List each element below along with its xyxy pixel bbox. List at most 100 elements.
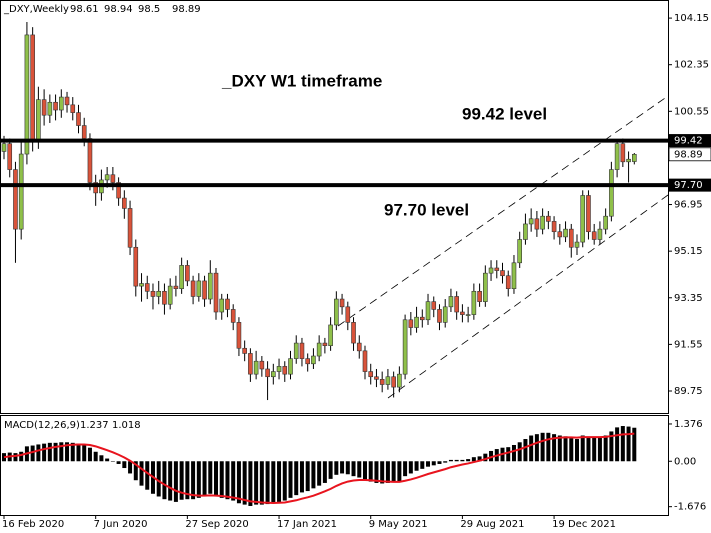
candle-body — [76, 112, 81, 126]
candle-body — [236, 322, 242, 349]
y-tick-label: 104.15 — [674, 13, 709, 24]
macd-bar — [202, 461, 207, 496]
channel-upper — [337, 95, 669, 327]
macd-bar — [179, 461, 184, 500]
macd-bar — [99, 455, 104, 462]
candle-body — [408, 319, 414, 328]
macd-bar — [231, 461, 236, 501]
x-tick-label: 19 Dec 2021 — [552, 519, 616, 530]
y-tick-label: 102.35 — [674, 60, 709, 71]
candle-body — [597, 228, 603, 240]
macd-bar — [225, 461, 230, 500]
macd-bar — [385, 461, 390, 483]
macd-bar — [569, 438, 574, 462]
candle-body — [568, 228, 574, 248]
macd-bar — [59, 442, 64, 462]
candle-body — [190, 280, 196, 297]
y-tick-label: 89.75 — [674, 386, 703, 397]
candle-body — [477, 290, 482, 302]
header-low: 98.5 — [138, 4, 160, 15]
macd-bar — [70, 442, 75, 462]
candle-body — [104, 174, 110, 181]
level-label: 99.42 — [674, 136, 703, 147]
candle-body — [144, 283, 150, 292]
candle-body — [528, 218, 534, 225]
macd-bar — [105, 458, 110, 462]
macd-bar — [93, 451, 98, 462]
macd-bar — [586, 436, 591, 462]
macd-bar — [87, 447, 92, 462]
macd-bar — [185, 461, 190, 500]
macd-bar — [242, 461, 247, 505]
candle-body — [81, 125, 87, 139]
macd-bar — [345, 461, 350, 475]
macd-bar — [19, 451, 24, 462]
macd-bar — [580, 435, 585, 462]
candle-body — [356, 342, 362, 352]
candle-body — [517, 239, 523, 264]
candle-body — [379, 379, 385, 385]
candle-body — [64, 96, 70, 106]
macd-value: 1.237 — [80, 420, 109, 431]
macd-bar — [191, 461, 196, 500]
candle-body — [511, 262, 517, 290]
level-text: 99.42 level — [462, 104, 547, 123]
candle-body — [620, 143, 626, 163]
candle-body — [242, 347, 247, 354]
candle-body — [500, 270, 505, 277]
macd-bar — [609, 431, 614, 462]
candle-body — [551, 221, 557, 233]
macd-bar — [426, 461, 431, 467]
macd-bar — [557, 435, 562, 462]
candle-body — [339, 298, 345, 308]
macd-bar — [110, 461, 115, 462]
candle-body — [431, 301, 437, 310]
macd-bar — [36, 444, 41, 462]
price-panel — [0, 0, 669, 414]
level-label: 97.70 — [674, 180, 703, 191]
candle-body — [614, 143, 620, 170]
candle-body — [110, 174, 116, 183]
candle-body — [139, 283, 144, 287]
macd-bar — [408, 461, 413, 474]
annotation: _DXY W1 timeframe — [221, 71, 382, 90]
candle-body — [288, 358, 293, 375]
candle-body — [419, 316, 425, 321]
candle-body — [185, 265, 190, 282]
candle-body — [30, 34, 35, 142]
signal-value: 1.018 — [112, 420, 141, 431]
candle-body — [150, 290, 156, 297]
macd-bar — [615, 427, 620, 462]
macd-bar — [391, 461, 396, 483]
candle-body — [591, 231, 597, 240]
x-tick-label: 17 Jan 2021 — [277, 519, 337, 530]
candle-body — [425, 301, 431, 321]
candle-body — [47, 101, 53, 116]
macd-panel — [0, 415, 669, 516]
candle-body — [271, 371, 276, 378]
macd-bar — [196, 461, 201, 498]
candle-body — [391, 376, 396, 388]
macd-bar — [351, 461, 356, 477]
candle-body — [133, 246, 139, 287]
macd-bar — [437, 461, 442, 464]
macd-bar — [357, 461, 362, 478]
channel-lower — [387, 194, 669, 399]
macd-bar — [254, 461, 259, 505]
candle-body — [631, 154, 637, 162]
macd-bar — [454, 459, 459, 462]
candle-body — [483, 272, 488, 302]
x-tick-label: 29 Aug 2021 — [460, 519, 524, 530]
macd-bar — [30, 445, 35, 462]
macd-bar — [288, 461, 293, 498]
macd-bar — [506, 447, 511, 462]
macd-bar — [116, 461, 121, 464]
macd-bar — [374, 461, 379, 483]
candle-body — [265, 368, 270, 378]
candle-body — [345, 306, 351, 323]
candle-body — [18, 153, 24, 230]
macd-bar — [397, 461, 402, 482]
macd-bar — [145, 461, 150, 490]
candle-body — [207, 272, 213, 300]
candle-body — [282, 366, 288, 375]
